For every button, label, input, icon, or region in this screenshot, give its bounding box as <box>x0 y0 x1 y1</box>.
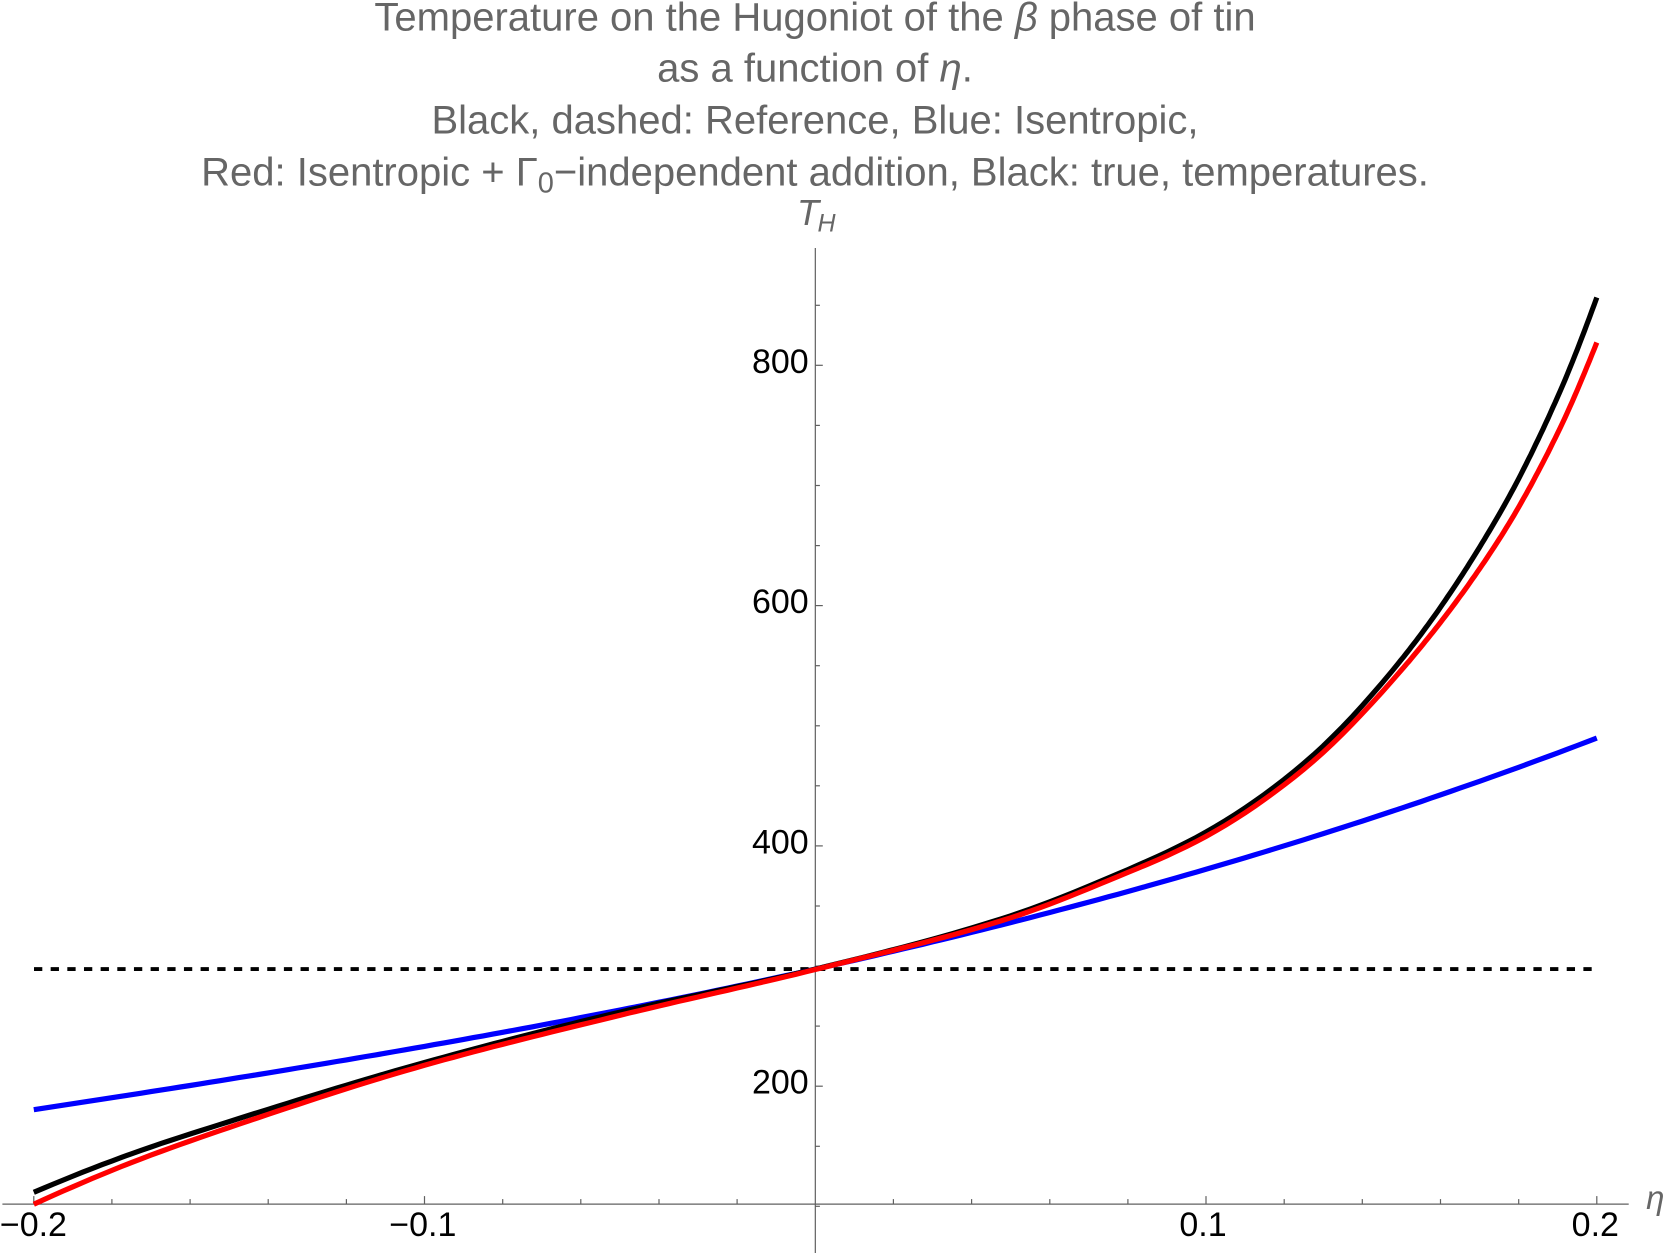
svg-text:Black, dashed: Reference, Blue: Black, dashed: Reference, Blue: Isentrop… <box>431 98 1198 142</box>
svg-text:−0.2: −0.2 <box>0 1206 67 1244</box>
svg-text:600: 600 <box>752 583 809 621</box>
svg-text:−0.1: −0.1 <box>389 1206 456 1244</box>
svg-text:200: 200 <box>752 1064 809 1102</box>
svg-text:H: H <box>818 210 837 238</box>
svg-text:0.2: 0.2 <box>1572 1206 1619 1244</box>
svg-text:400: 400 <box>752 823 809 861</box>
svg-text:800: 800 <box>752 343 809 381</box>
svg-text:Red: Isentropic + Γ0−independe: Red: Isentropic + Γ0−independent additio… <box>201 151 1429 200</box>
svg-text:T: T <box>797 192 822 233</box>
svg-text:0.1: 0.1 <box>1179 1206 1226 1244</box>
svg-text:η: η <box>1646 1179 1664 1216</box>
svg-text:as a function of η.: as a function of η. <box>657 46 973 90</box>
svg-text:Temperature on the Hugoniot of: Temperature on the Hugoniot of the β pha… <box>374 0 1255 39</box>
